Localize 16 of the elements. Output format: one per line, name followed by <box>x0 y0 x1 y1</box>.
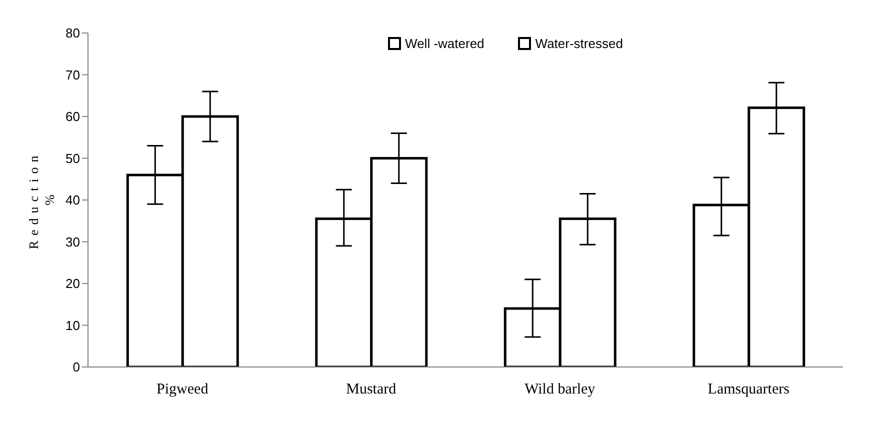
y-tick-label: 30 <box>66 234 80 250</box>
legend-label: Well -watered <box>404 36 484 51</box>
x-tick-label: Lamsquarters <box>708 382 790 398</box>
y-tick-label: 0 <box>72 360 80 375</box>
legend-label: Water-stressed <box>534 36 623 51</box>
x-tick-label: Wild barley <box>524 382 596 398</box>
y-tick-label: 70 <box>66 67 80 82</box>
y-tick-label: 80 <box>66 26 80 41</box>
y-tick-label: 10 <box>66 318 80 333</box>
y-tick-label: 20 <box>66 276 80 292</box>
y-tick-label: 40 <box>66 192 80 208</box>
x-tick-label: Pigweed <box>156 382 209 398</box>
y-tick-label: 60 <box>66 109 80 124</box>
x-tick-label: Mustard <box>346 382 397 398</box>
y-tick-label: 50 <box>66 150 80 166</box>
y-axis-title: Reduction % <box>26 150 57 250</box>
